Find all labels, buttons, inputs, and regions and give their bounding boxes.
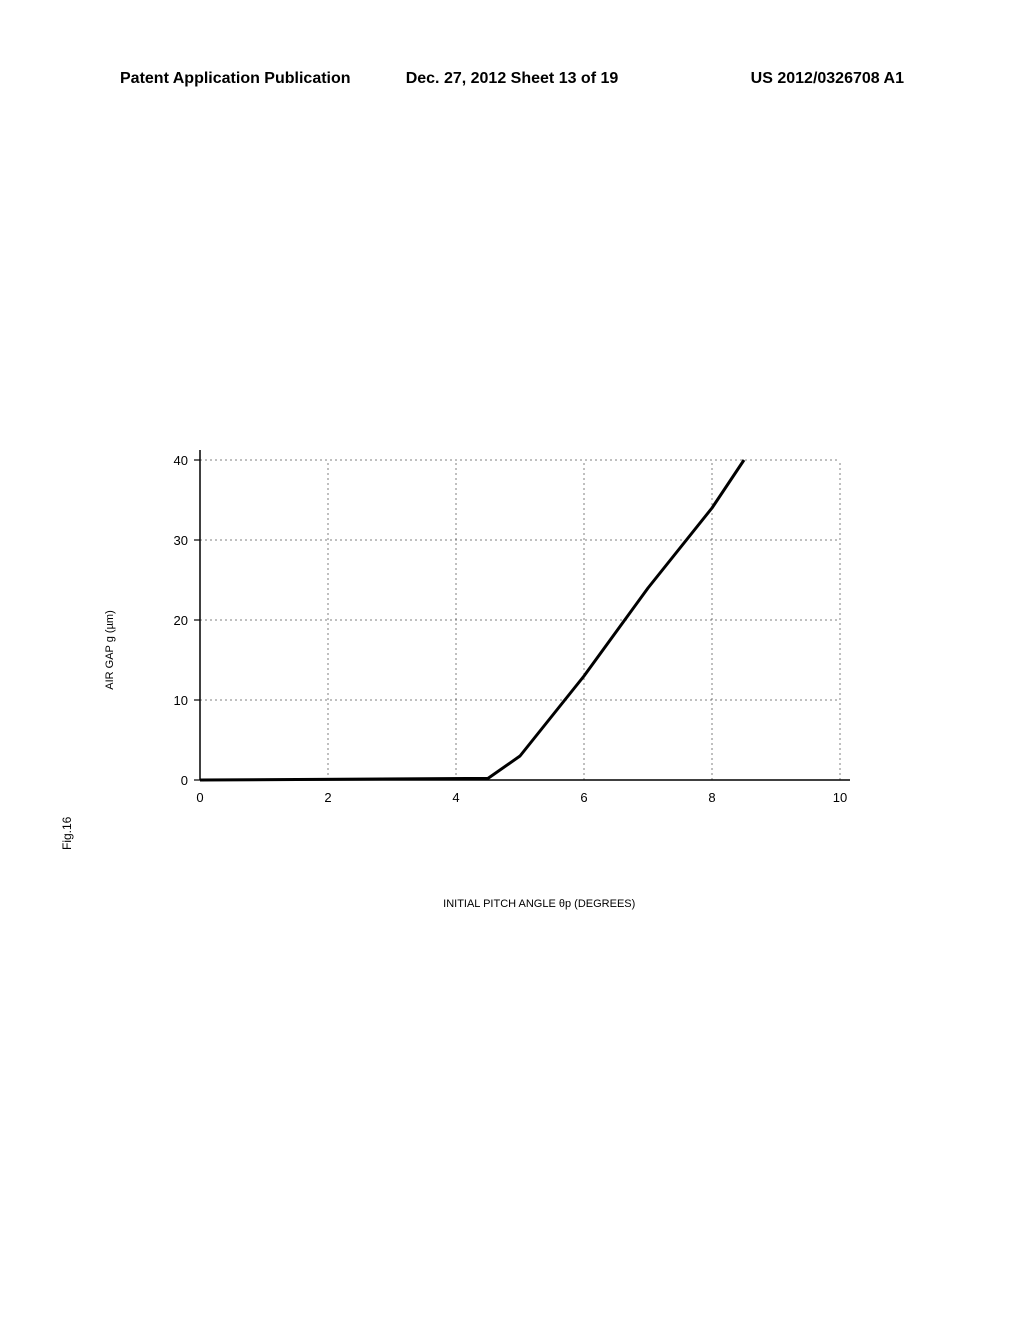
line-chart: AIR GAP g (µm) INITIAL PITCH ANGLE θp (D… <box>140 450 900 850</box>
svg-text:10: 10 <box>174 693 188 708</box>
chart-svg: 0 10 20 30 40 0 2 4 6 8 10 <box>140 450 860 810</box>
header-date-sheet: Dec. 27, 2012 Sheet 13 of 19 <box>381 70 642 88</box>
header-publication: Patent Application Publication <box>120 70 381 88</box>
svg-text:0: 0 <box>181 773 188 788</box>
svg-text:0: 0 <box>196 790 203 805</box>
page-header: Patent Application Publication Dec. 27, … <box>0 70 1024 88</box>
svg-text:8: 8 <box>708 790 715 805</box>
svg-text:2: 2 <box>324 790 331 805</box>
svg-text:4: 4 <box>452 790 459 805</box>
svg-text:20: 20 <box>174 613 188 628</box>
svg-text:40: 40 <box>174 453 188 468</box>
svg-text:6: 6 <box>580 790 587 805</box>
svg-text:30: 30 <box>174 533 188 548</box>
header-patent-number: US 2012/0326708 A1 <box>643 70 904 88</box>
svg-text:10: 10 <box>833 790 847 805</box>
x-axis-label: INITIAL PITCH ANGLE θp (DEGREES) <box>443 898 635 910</box>
figure-label: Fig.16 <box>60 817 74 850</box>
y-axis-label: AIR GAP g (µm) <box>104 610 116 689</box>
